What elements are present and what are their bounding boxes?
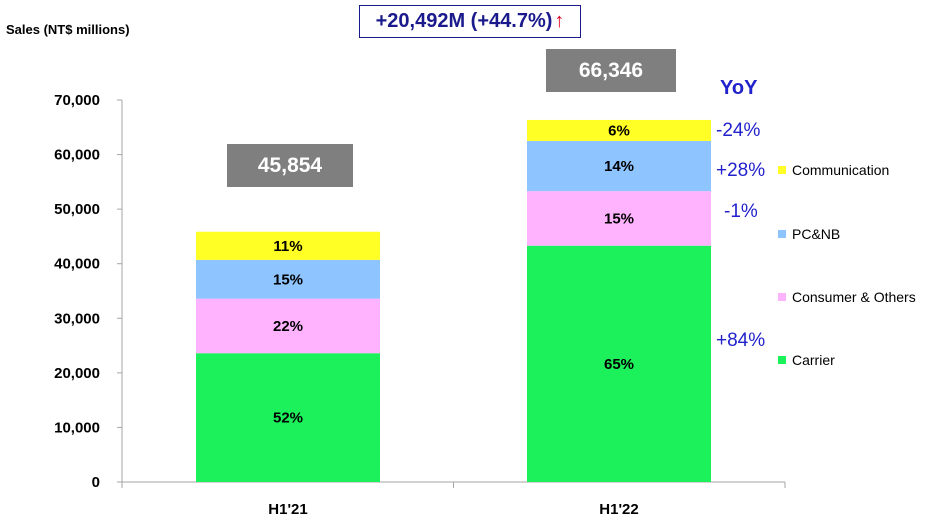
legend-label-pc-nb: PC&NB — [792, 226, 841, 242]
data-label-consumer-others: 22% — [273, 318, 303, 335]
bar-segment-consumer-others — [196, 298, 380, 354]
legend-label-communication: Communication — [792, 162, 890, 178]
bar-segment-pc-nb — [527, 140, 711, 192]
legend-item-consumer-others: Consumer & Others — [778, 289, 916, 305]
y-tick-label: 0 — [92, 474, 100, 491]
legend-swatch-communication — [778, 166, 786, 174]
bar-segment-consumer-others — [527, 191, 711, 246]
up-arrow-icon: ↑ — [554, 10, 565, 32]
total-box-h1-21: 45,854 — [227, 144, 353, 187]
growth-callout: +20,492M (+44.7%) ↑ — [359, 5, 581, 38]
yoy-title: YoY — [720, 77, 758, 99]
legend-item-pc-nb: PC&NB — [778, 226, 840, 242]
y-tick-label: 40,000 — [54, 256, 100, 273]
yoy-carrier: +84% — [716, 330, 766, 351]
legend-swatch-pc-nb — [778, 230, 786, 238]
x-tick-label: H1'22 — [599, 501, 638, 518]
legend-label-carrier: Carrier — [792, 352, 835, 368]
x-tick-label: H1'21 — [268, 501, 307, 518]
growth-label: +20,492M (+44.7%) — [375, 10, 553, 32]
bar-segment-carrier — [527, 245, 711, 482]
yoy-communication: -24% — [716, 120, 761, 141]
y-tick-label: 60,000 — [54, 147, 100, 164]
data-label-communication: 11% — [273, 238, 302, 255]
y-axis-title: Sales (NT$ millions) — [6, 22, 130, 37]
y-tick-label: 50,000 — [54, 201, 100, 218]
yoy-consumer-others: -1% — [724, 201, 758, 222]
yoy-pc-nb: +28% — [716, 160, 766, 181]
bar-segment-carrier — [196, 353, 380, 482]
data-label-pc-nb: 14% — [604, 158, 634, 175]
legend-swatch-consumer-others — [778, 293, 786, 301]
y-tick-label: 10,000 — [54, 419, 100, 436]
bar-segment-communication — [527, 119, 711, 141]
data-label-communication: 6% — [608, 122, 630, 139]
legend-label-consumer-others: Consumer & Others — [792, 289, 916, 305]
data-label-pc-nb: 15% — [273, 271, 303, 288]
y-tick-label: 30,000 — [54, 310, 100, 327]
data-label-carrier: 65% — [604, 356, 634, 373]
y-tick-label: 70,000 — [54, 92, 100, 109]
legend-item-carrier: Carrier — [778, 352, 835, 368]
data-label-consumer-others: 15% — [604, 210, 634, 227]
bar-segment-communication — [196, 231, 380, 260]
total-box-h1-22: 66,346 — [546, 49, 676, 92]
y-tick-label: 20,000 — [54, 365, 100, 382]
legend-item-communication: Communication — [778, 162, 889, 178]
data-label-carrier: 52% — [273, 410, 303, 427]
legend-swatch-carrier — [778, 356, 786, 364]
bar-segment-pc-nb — [196, 259, 380, 299]
